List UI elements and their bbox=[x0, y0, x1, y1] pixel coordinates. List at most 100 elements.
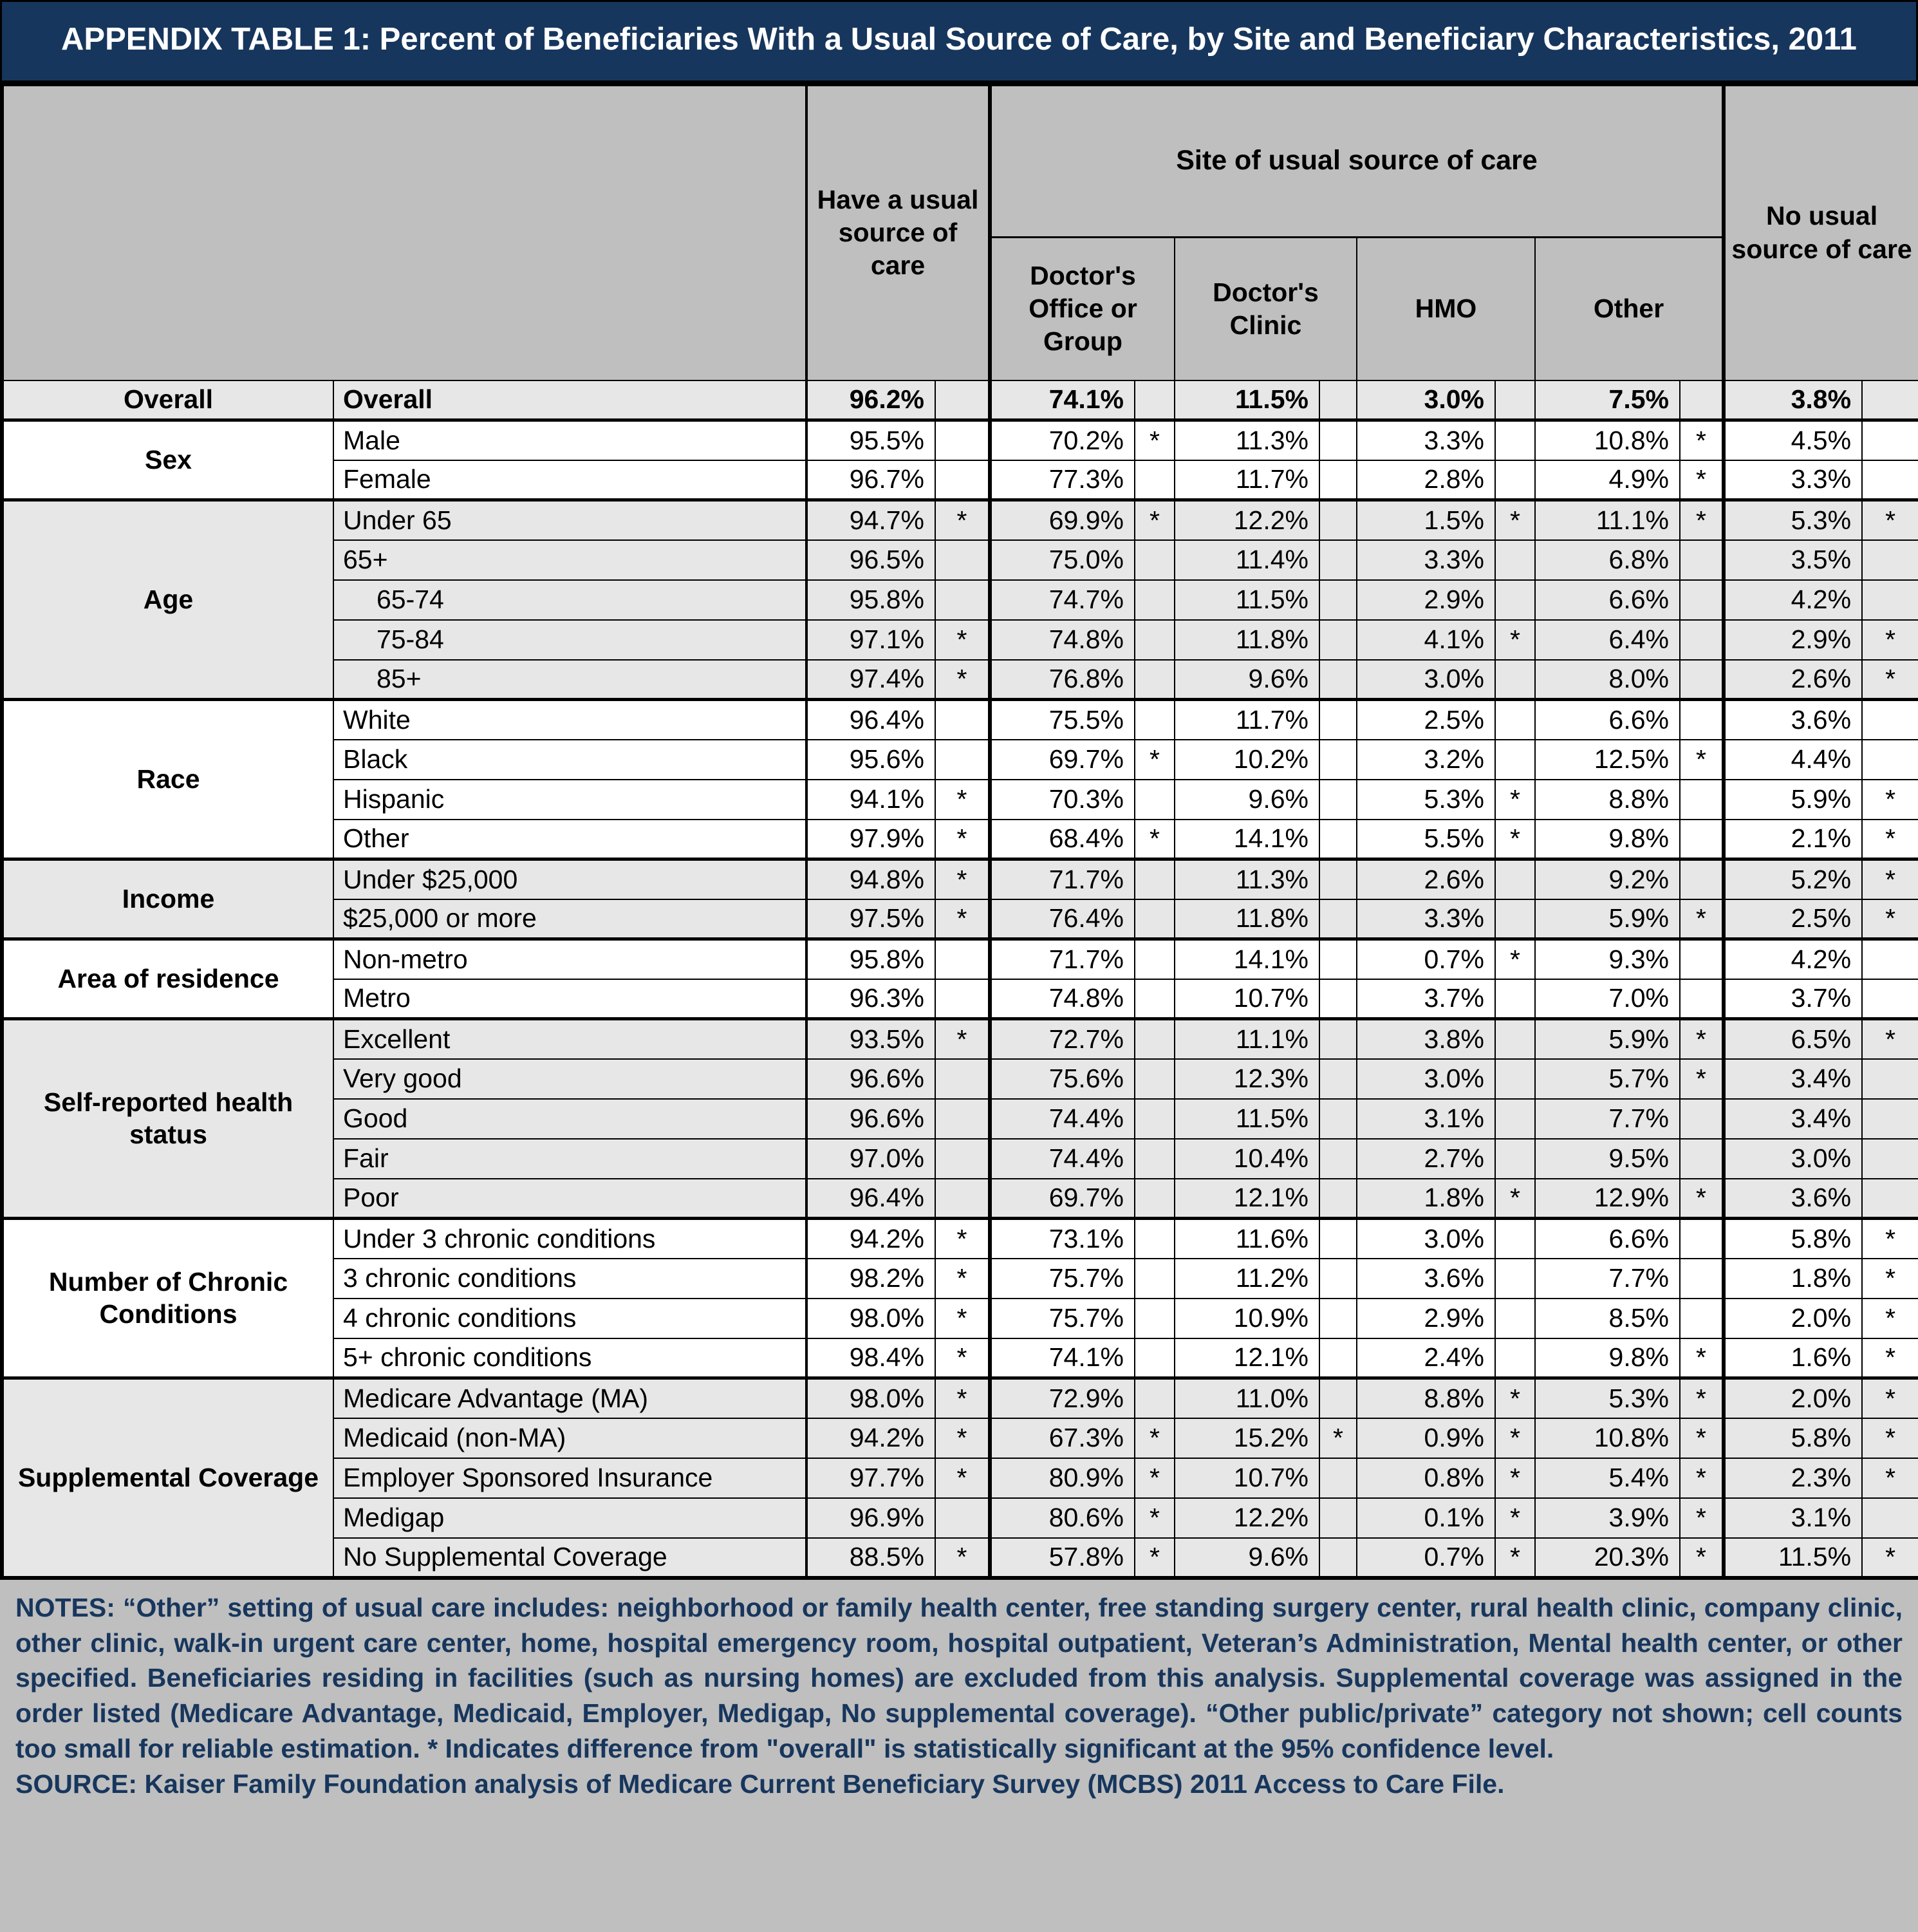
significance-star-cell: * bbox=[1494, 1177, 1536, 1221]
significance-star-cell: * bbox=[1494, 1417, 1536, 1459]
value-cell: 4.2% bbox=[1722, 579, 1863, 621]
significance-star-cell bbox=[1134, 379, 1175, 422]
subcategory-cell: 5+ chronic conditions bbox=[333, 1337, 807, 1380]
value-cell: 75.7% bbox=[988, 1257, 1135, 1299]
significance-star-cell bbox=[1679, 1257, 1725, 1299]
significance-star-cell bbox=[1861, 539, 1918, 581]
value-cell: 5.3% bbox=[1722, 499, 1863, 541]
value-cell: 14.1% bbox=[1174, 818, 1320, 861]
significance-star-cell: * bbox=[1861, 1537, 1918, 1580]
notes-section: NOTES: “Other” setting of usual care inc… bbox=[0, 1579, 1918, 1932]
value-cell: 3.1% bbox=[1722, 1497, 1863, 1539]
significance-star-cell: * bbox=[1319, 1417, 1357, 1459]
subcategory-cell: Male bbox=[333, 419, 807, 461]
category-cell: Income bbox=[1, 858, 334, 941]
value-cell: 7.0% bbox=[1534, 978, 1681, 1021]
significance-star-cell bbox=[1319, 1138, 1357, 1179]
significance-star-cell bbox=[1319, 778, 1357, 820]
value-cell: 97.5% bbox=[805, 898, 936, 941]
value-cell: 10.4% bbox=[1174, 1138, 1320, 1179]
table-row: Sex Male 95.5% 70.2% * 11.3% 3.3% 10.8% * 4.5% bbox=[1, 419, 1918, 502]
value-cell: 12.2% bbox=[1174, 1497, 1320, 1539]
significance-star-cell bbox=[1679, 778, 1725, 820]
value-cell: 5.2% bbox=[1722, 858, 1863, 900]
value-cell: 9.8% bbox=[1534, 818, 1681, 861]
significance-star-cell bbox=[1861, 938, 1918, 980]
value-cell: 3.9% bbox=[1534, 1497, 1681, 1539]
significance-star-cell bbox=[1319, 699, 1357, 740]
header-row-top: Have a usual source of care Site of usua… bbox=[1, 83, 1918, 381]
table-row: Fair 97.0% 74.4% 10.4% 2.7% 9.5% 3.0% bbox=[2, 1138, 1918, 1179]
value-cell: 69.7% bbox=[988, 1177, 1135, 1221]
value-cell: 4.9% bbox=[1534, 459, 1681, 502]
significance-star-cell bbox=[1494, 459, 1536, 502]
table-row: Overall Overall 96.2% 74.1% 11.5% 3.0% 7.5% 3.8… bbox=[1, 379, 1918, 422]
table-row: 65-74 95.8% 74.7% 11.5% 2.9% 6.6% 4.2% bbox=[2, 579, 1918, 621]
subcategory-cell: Fair bbox=[333, 1138, 807, 1179]
subcategory-cell: Good bbox=[333, 1098, 807, 1140]
significance-star-cell bbox=[1494, 379, 1536, 422]
table-row: Medigap 96.9% 80.6% * 12.2% 0.1% * 3.9% * 3.1% bbox=[2, 1497, 1918, 1539]
column-header-site-group: Site of usual source of care bbox=[987, 83, 1725, 239]
value-cell: 94.2% bbox=[805, 1217, 936, 1259]
value-cell: 0.9% bbox=[1356, 1417, 1496, 1459]
value-cell: 3.1% bbox=[1356, 1098, 1496, 1140]
value-cell: 76.8% bbox=[988, 659, 1135, 702]
value-cell: 6.6% bbox=[1534, 1217, 1681, 1259]
subcategory-cell: 75-84 bbox=[333, 619, 807, 661]
value-cell: 75.6% bbox=[988, 1058, 1135, 1100]
value-cell: 1.5% bbox=[1356, 499, 1496, 541]
significance-star-cell bbox=[1679, 699, 1725, 740]
significance-star-cell: * bbox=[1679, 1337, 1725, 1380]
value-cell: 2.6% bbox=[1356, 858, 1496, 900]
value-cell: 5.3% bbox=[1534, 1377, 1681, 1419]
table-row: Hispanic 94.1% * 70.3% 9.6% 5.3% * 8.8% 5.9% * bbox=[2, 778, 1918, 820]
significance-star-cell bbox=[935, 459, 991, 502]
significance-star-cell bbox=[1494, 978, 1536, 1021]
significance-star-cell bbox=[1861, 1497, 1918, 1539]
significance-star-cell bbox=[1134, 1058, 1175, 1100]
significance-star-cell bbox=[1679, 579, 1725, 621]
value-cell: 12.9% bbox=[1534, 1177, 1681, 1221]
significance-star-cell bbox=[1319, 419, 1357, 461]
significance-star-cell bbox=[1494, 858, 1536, 900]
significance-star-cell: * bbox=[1134, 1417, 1175, 1459]
significance-star-cell bbox=[1494, 699, 1536, 740]
significance-star-cell bbox=[1319, 659, 1357, 702]
significance-star-cell bbox=[1319, 499, 1357, 541]
significance-star-cell bbox=[1319, 978, 1357, 1021]
value-cell: 12.1% bbox=[1174, 1337, 1320, 1380]
category-cell: Overall bbox=[1, 379, 334, 422]
column-header-doctors-clinic: Doctor's Clinic bbox=[1174, 236, 1357, 381]
significance-star-cell bbox=[1494, 579, 1536, 621]
significance-star-cell bbox=[1134, 1377, 1175, 1419]
significance-star-cell bbox=[1679, 619, 1725, 661]
significance-star-cell bbox=[1494, 898, 1536, 941]
value-cell: 3.3% bbox=[1356, 419, 1496, 461]
value-cell: 2.3% bbox=[1722, 1457, 1863, 1499]
significance-star-cell bbox=[1319, 619, 1357, 661]
significance-star-cell bbox=[935, 1497, 991, 1539]
significance-star-cell: * bbox=[1679, 419, 1725, 461]
significance-star-cell bbox=[935, 1138, 991, 1179]
table-row: 75-84 97.1% * 74.8% 11.8% 4.1% * 6.4% 2.9% * bbox=[2, 619, 1918, 661]
value-cell: 3.8% bbox=[1722, 379, 1863, 422]
value-cell: 0.7% bbox=[1356, 1537, 1496, 1580]
subcategory-cell: Medicaid (non-MA) bbox=[333, 1417, 807, 1459]
value-cell: 74.1% bbox=[988, 379, 1135, 422]
value-cell: 96.7% bbox=[805, 459, 936, 502]
significance-star-cell bbox=[935, 579, 991, 621]
value-cell: 2.0% bbox=[1722, 1377, 1863, 1419]
value-cell: 96.3% bbox=[805, 978, 936, 1021]
value-cell: 5.4% bbox=[1534, 1457, 1681, 1499]
category-cell: Self-reported health status bbox=[1, 1018, 334, 1221]
value-cell: 95.5% bbox=[805, 419, 936, 461]
value-cell: 2.9% bbox=[1722, 619, 1863, 661]
significance-star-cell bbox=[1134, 938, 1175, 980]
table-row: Area of residence Non-metro 95.8% 71.7% 14.1… bbox=[1, 938, 1918, 1021]
significance-star-cell bbox=[1134, 1217, 1175, 1259]
value-cell: 15.2% bbox=[1174, 1417, 1320, 1459]
subcategory-cell: 4 chronic conditions bbox=[333, 1297, 807, 1339]
significance-star-cell bbox=[935, 1098, 991, 1140]
table-row: Female 96.7% 77.3% 11.7% 2.8% 4.9% * 3.3% bbox=[2, 459, 1918, 502]
